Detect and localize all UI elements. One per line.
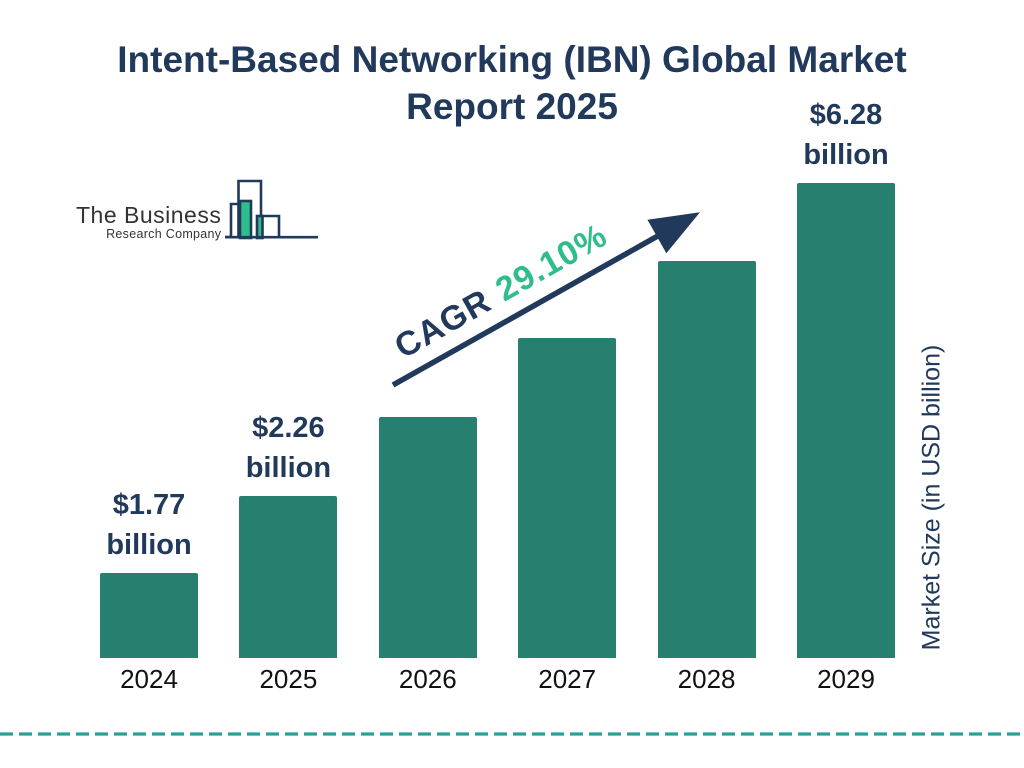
year-label-2024: 2024 <box>120 664 178 694</box>
page-title-line-1: Intent-Based Networking (IBN) Global Mar… <box>117 39 907 80</box>
year-label-2029: 2029 <box>817 664 875 694</box>
bar-2028 <box>657 261 756 658</box>
year-label-2027: 2027 <box>538 664 597 694</box>
brand-subtitle: Research Company <box>106 227 222 241</box>
bar-2026 <box>378 417 477 658</box>
year-label-2028: 2028 <box>677 664 736 694</box>
value-unit: billion <box>245 452 332 484</box>
bar-chart-logo-icon <box>225 179 319 240</box>
value-unit: billion <box>803 139 889 171</box>
value-amount: $1.77 <box>112 489 186 521</box>
bar-2024 <box>100 573 198 658</box>
cagr-label: CAGR <box>388 281 498 367</box>
value-label-2024: $1.77 billion <box>64 485 234 565</box>
bar-2029 <box>797 183 895 658</box>
brand-logo: The Business Research Company <box>76 176 321 241</box>
cagr-value: 29.10% <box>489 216 614 310</box>
brand-name: The Business <box>76 202 222 228</box>
value-label-2029: $6.28 billion <box>761 95 931 175</box>
brand-logo-text: The Business Research Company <box>76 203 221 241</box>
year-label-2025: 2025 <box>259 664 318 694</box>
value-unit: billion <box>106 529 192 561</box>
value-amount: $2.26 <box>252 412 325 444</box>
bar-2025 <box>239 496 338 658</box>
value-label-2025: $2.26 billion <box>203 408 373 488</box>
footer-dashed-divider <box>0 732 1024 736</box>
y-axis-label: Market Size (in USD billion) <box>917 344 946 651</box>
year-label-2026: 2026 <box>398 664 457 694</box>
page-title: Intent-Based Networking (IBN) Global Mar… <box>0 36 1024 130</box>
value-amount: $6.28 <box>809 99 883 131</box>
bar-2027 <box>518 338 617 658</box>
page-title-line-2: Report 2025 <box>406 86 618 127</box>
